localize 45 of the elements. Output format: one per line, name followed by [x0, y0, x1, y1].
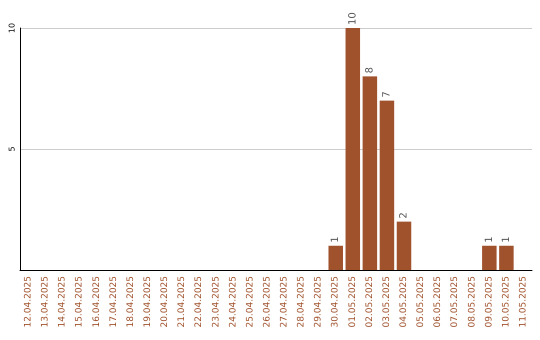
x-tick-label: 21.04.2025 [177, 276, 188, 328]
x-tick-label: 03.05.2025 [382, 276, 392, 328]
x-tick-label: 13.04.2025 [40, 276, 51, 328]
x-tick-label: 17.04.2025 [108, 276, 119, 328]
x-tick-label: 23.04.2025 [211, 276, 222, 328]
x-tick-label: 09.05.2025 [484, 276, 494, 328]
x-tick-label: 28.04.2025 [296, 276, 307, 328]
x-tick-label: 07.05.2025 [450, 276, 460, 328]
data-label: 1 [330, 236, 342, 243]
bar [362, 76, 378, 270]
x-tick-label: 15.04.2025 [74, 276, 85, 328]
x-tick-label: 04.05.2025 [399, 276, 409, 328]
x-tick-label: 06.05.2025 [433, 276, 444, 328]
bar [499, 246, 514, 270]
data-label: 2 [398, 212, 410, 219]
x-tick-label: 01.05.2025 [348, 276, 358, 328]
x-tick-label: 29.04.2025 [314, 276, 324, 328]
x-tick-label: 24.04.2025 [228, 276, 238, 328]
bar [328, 246, 343, 270]
x-tick-label: 02.05.2025 [364, 276, 375, 328]
x-tick-label: 08.05.2025 [467, 276, 478, 328]
data-label: 8 [364, 67, 376, 74]
x-tick-label: 22.04.2025 [194, 276, 204, 328]
y-tick-label: 5 [8, 146, 16, 152]
x-tick-label: 30.04.2025 [330, 276, 341, 328]
data-label: 10 [347, 12, 358, 25]
x-tick-label: 11.05.2025 [518, 276, 528, 328]
bar [346, 28, 360, 270]
bar [482, 246, 497, 270]
x-tick-label: 12.04.2025 [24, 276, 34, 328]
data-label: 1 [500, 236, 512, 243]
x-tick-label: 14.04.2025 [58, 276, 68, 328]
data-label: 7 [381, 91, 392, 98]
x-tick-label: 19.04.2025 [143, 276, 153, 328]
x-tick-label: 25.04.2025 [245, 276, 256, 328]
x-tick-label: 20.04.2025 [160, 276, 170, 328]
bar [380, 100, 394, 270]
x-tick-label: 27.04.2025 [280, 276, 290, 328]
x-tick-label: 05.05.2025 [416, 276, 426, 328]
data-label: 1 [484, 236, 495, 243]
x-tick-label: 10.05.2025 [501, 276, 512, 328]
x-tick-label: 26.04.2025 [262, 276, 272, 328]
x-tick-label: 16.04.2025 [92, 276, 102, 328]
x-tick-label: 18.04.2025 [126, 276, 136, 328]
bar [396, 222, 412, 270]
